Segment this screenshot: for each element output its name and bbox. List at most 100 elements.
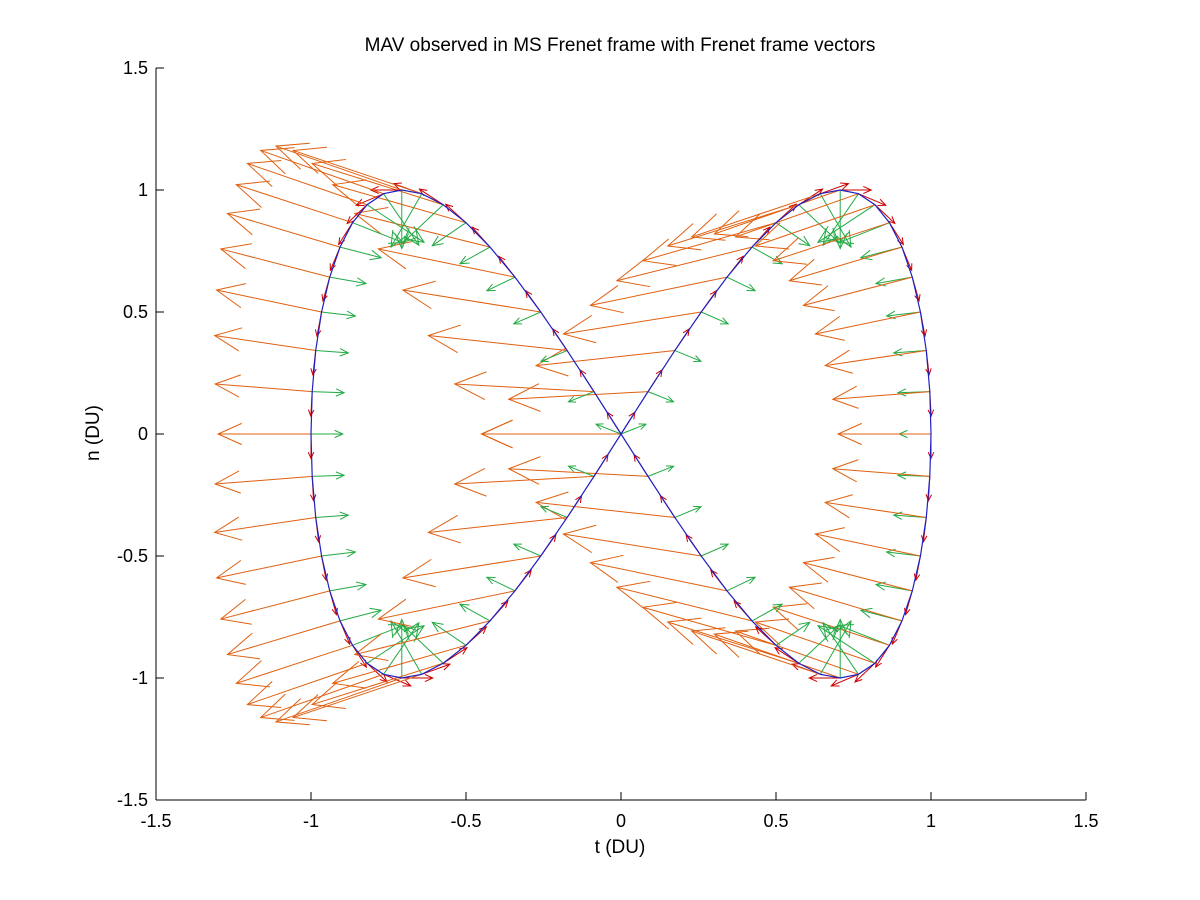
y-tick-label: 0 — [138, 424, 148, 444]
acceleration-vector-shaft — [803, 562, 913, 592]
tangent-vector-head — [733, 600, 742, 609]
normal-vector-head — [798, 235, 811, 247]
acceleration-vector-head — [615, 580, 651, 609]
normal-vector-head — [339, 348, 350, 357]
normal-vector — [567, 391, 595, 403]
acceleration-vector — [690, 193, 821, 241]
normal-vector-head — [822, 227, 839, 247]
acceleration-vector — [353, 620, 491, 662]
normal-vector — [594, 423, 622, 435]
tangent-vector — [355, 193, 384, 206]
acceleration-vector-shaft — [292, 149, 422, 195]
normal-vector-head — [638, 423, 648, 430]
normal-vector-shaft — [838, 624, 890, 646]
acceleration-vector-head — [831, 459, 859, 483]
normal-vector-head — [405, 225, 426, 244]
normal-vector — [816, 204, 876, 244]
tangent-vector-head — [913, 573, 921, 582]
acceleration-vector — [427, 514, 568, 544]
acceleration-vector — [562, 524, 702, 557]
normal-vector — [431, 621, 467, 646]
acceleration-vector-head — [690, 627, 726, 655]
acceleration-vector-head — [666, 617, 702, 645]
acceleration-vector-shaft — [755, 621, 876, 664]
acceleration-vector-shaft — [590, 276, 728, 306]
acceleration-vector-head — [235, 180, 271, 208]
acceleration-vector-shaft — [832, 468, 930, 477]
trajectory-layer — [310, 189, 932, 679]
axes: -1.5 -1 -0.5 0 0.5 1 1.5 -1.5 -1 -0.5 0 0.5 1 1.5 — [117, 58, 1099, 831]
acceleration-vector — [310, 662, 444, 709]
acceleration-vector — [331, 644, 467, 689]
normal-vector — [329, 276, 368, 287]
normal-vector-shaft — [568, 465, 595, 477]
acceleration-vector-shaft — [815, 533, 921, 557]
acceleration-vector-shaft — [590, 562, 728, 592]
acceleration-vector-shaft — [214, 516, 316, 533]
normal-vector — [315, 511, 350, 520]
tangent-vector-head — [424, 674, 435, 682]
acceleration-vector-head — [310, 159, 346, 187]
acceleration-vector-shaft — [402, 289, 541, 313]
normal-vector-head — [403, 621, 420, 641]
acceleration-vector-head — [235, 660, 271, 688]
acceleration-vector — [235, 644, 353, 688]
acceleration-vector-head — [814, 315, 845, 341]
acceleration-vector-head — [219, 243, 252, 269]
tangent-vector — [346, 204, 368, 225]
normal-vector-head — [335, 471, 346, 480]
acceleration-vector-shaft — [378, 590, 516, 620]
acceleration-vector — [213, 327, 316, 352]
normal-vector-head — [346, 548, 357, 558]
acceleration-vector-head — [615, 259, 651, 288]
normal-vector-shaft — [819, 620, 852, 675]
normal-vector-head — [402, 624, 418, 641]
normal-vector-shaft — [595, 423, 622, 435]
acceleration-vector-shaft — [428, 335, 568, 352]
normal-vector — [819, 619, 852, 675]
tangent-vector — [840, 186, 873, 194]
normal-vector-head — [594, 423, 604, 430]
acceleration-vector-head — [589, 285, 624, 314]
acceleration-vector-shaft — [508, 468, 649, 477]
acceleration-vector-shaft — [815, 311, 921, 335]
normal-vector — [647, 465, 675, 477]
normal-vector-shaft — [315, 514, 349, 518]
y-tick-label: 0.5 — [123, 302, 148, 322]
normal-vector — [647, 391, 675, 403]
normal-vector-head — [836, 619, 852, 639]
acceleration-vector-head — [215, 559, 246, 585]
acceleration-vector-shaft — [667, 621, 799, 664]
acceleration-vector-shaft — [332, 644, 467, 684]
acceleration-vector — [754, 204, 876, 250]
normal-vector-shaft — [431, 222, 467, 247]
normal-vector-head — [355, 277, 368, 287]
acceleration-vector-shaft — [642, 222, 777, 262]
acceleration-vector — [641, 222, 777, 267]
tangent-vector-head — [314, 535, 322, 543]
normal-vector-head — [798, 621, 811, 633]
acceleration-vector — [427, 324, 568, 354]
acceleration-vector-head — [215, 283, 246, 309]
acceleration-vector-head — [219, 599, 252, 625]
tangent-vector-head — [854, 674, 863, 683]
acceleration-vector — [734, 193, 859, 241]
x-tick-label: 0.5 — [763, 811, 788, 831]
acceleration-vector-head — [562, 524, 597, 554]
acceleration-vector-shaft — [216, 289, 322, 313]
acceleration-vector — [215, 283, 322, 313]
acceleration-vector — [562, 311, 702, 344]
tangent-vector-head — [736, 255, 744, 264]
normal-vector-head — [346, 310, 357, 320]
acceleration-vector-head — [427, 324, 461, 354]
tangent-vector — [401, 674, 435, 682]
acceleration-vector-shaft — [803, 276, 913, 306]
tangent-vector-head — [877, 198, 887, 206]
acceleration-vector-shaft — [825, 350, 927, 367]
acceleration-vector — [291, 673, 422, 722]
tangent-vector-head — [402, 679, 412, 687]
acceleration-vector — [291, 146, 422, 195]
normal-vector-head — [369, 249, 383, 261]
normal-vector-shaft — [751, 603, 783, 622]
